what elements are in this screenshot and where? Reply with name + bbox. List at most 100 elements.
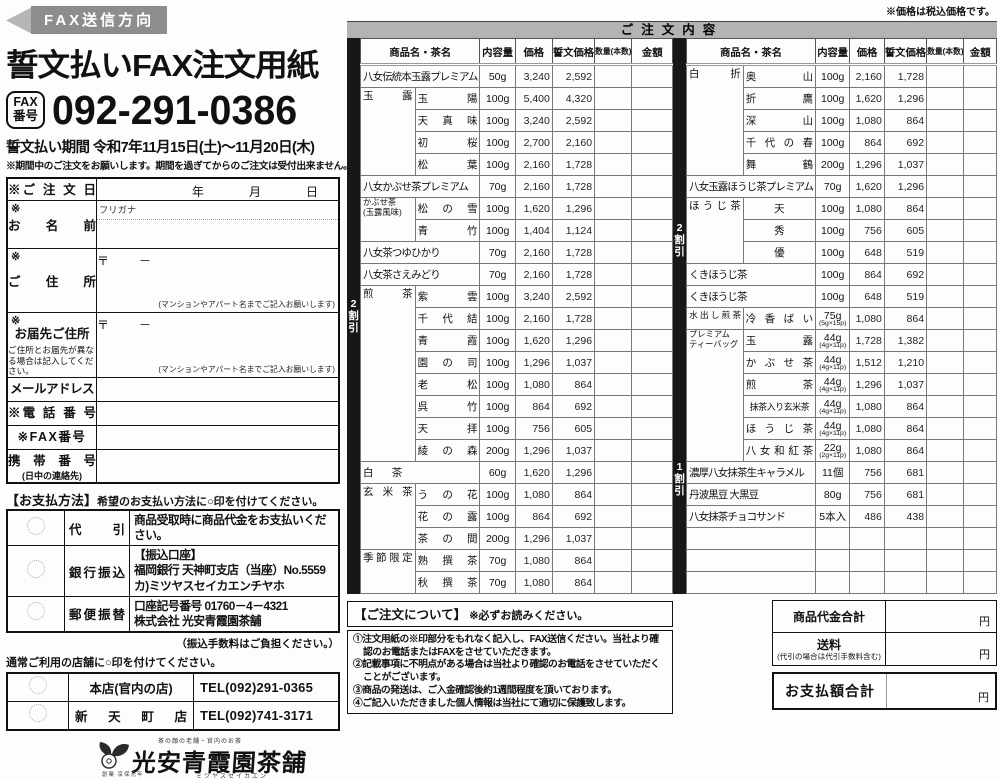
amount-input-cell[interactable] — [631, 87, 673, 110]
phone-field[interactable] — [96, 401, 340, 427]
quantity-input-cell[interactable] — [594, 549, 633, 572]
order-date-field[interactable]: 年 月 日 — [96, 177, 340, 201]
quantity-input-cell[interactable] — [926, 483, 965, 506]
quantity-input-cell[interactable] — [926, 549, 965, 572]
quantity-input-cell[interactable] — [926, 219, 965, 242]
quantity-input-cell[interactable] — [594, 197, 633, 220]
amount-input-cell[interactable] — [963, 87, 997, 110]
quantity-input-cell[interactable] — [926, 329, 965, 352]
amount-input-cell[interactable] — [963, 307, 997, 330]
amount-input-cell[interactable] — [963, 373, 997, 396]
amount-input-cell[interactable] — [963, 395, 997, 418]
quantity-input-cell[interactable] — [594, 373, 633, 396]
store-main-circle[interactable] — [6, 672, 69, 702]
quantity-input-cell[interactable] — [926, 461, 965, 484]
quantity-input-cell[interactable] — [594, 219, 633, 242]
amount-input-cell[interactable] — [631, 307, 673, 330]
amount-input-cell[interactable] — [631, 219, 673, 242]
name-field[interactable]: フリガナ — [96, 200, 340, 249]
delivery-field[interactable]: 〒 － (マンションやアパート名までご記入お願いします) — [96, 311, 340, 379]
amount-input-cell[interactable] — [631, 175, 673, 198]
fax-field[interactable] — [96, 425, 340, 451]
amount-input-cell[interactable] — [631, 461, 673, 484]
amount-input-cell[interactable] — [631, 483, 673, 506]
email-field[interactable] — [96, 377, 340, 403]
quantity-input-cell[interactable] — [594, 351, 633, 374]
amount-input-cell[interactable] — [963, 571, 997, 594]
quantity-input-cell[interactable] — [594, 527, 633, 550]
quantity-input-cell[interactable] — [926, 131, 965, 154]
amount-input-cell[interactable] — [963, 285, 997, 308]
quantity-input-cell[interactable] — [926, 527, 965, 550]
amount-input-cell[interactable] — [963, 241, 997, 264]
amount-input-cell[interactable] — [963, 505, 997, 528]
grand-total-value-cell[interactable]: 円 — [886, 674, 995, 708]
quantity-input-cell[interactable] — [926, 64, 965, 88]
amount-input-cell[interactable] — [963, 197, 997, 220]
product-name[interactable] — [685, 527, 817, 550]
amount-input-cell[interactable] — [631, 241, 673, 264]
quantity-input-cell[interactable] — [594, 263, 633, 286]
quantity-input-cell[interactable] — [594, 461, 633, 484]
amount-input-cell[interactable] — [963, 219, 997, 242]
quantity-input-cell[interactable] — [926, 439, 965, 462]
amount-input-cell[interactable] — [631, 351, 673, 374]
quantity-input-cell[interactable] — [594, 571, 633, 594]
quantity-input-cell[interactable] — [594, 329, 633, 352]
address-field[interactable]: 〒 － (マンションやアパート名までご記入お願いします) — [96, 248, 340, 313]
quantity-input-cell[interactable] — [926, 153, 965, 176]
amount-input-cell[interactable] — [963, 549, 997, 572]
amount-input-cell[interactable] — [631, 263, 673, 286]
amount-input-cell[interactable] — [631, 505, 673, 528]
quantity-input-cell[interactable] — [926, 263, 965, 286]
amount-input-cell[interactable] — [631, 439, 673, 462]
quantity-input-cell[interactable] — [594, 483, 633, 506]
amount-input-cell[interactable] — [963, 131, 997, 154]
quantity-input-cell[interactable] — [594, 417, 633, 440]
quantity-input-cell[interactable] — [926, 175, 965, 198]
amount-input-cell[interactable] — [631, 395, 673, 418]
quantity-input-cell[interactable] — [594, 87, 633, 110]
store-shintencho-circle[interactable] — [6, 700, 69, 731]
product-name[interactable] — [685, 549, 817, 572]
amount-input-cell[interactable] — [631, 109, 673, 132]
amount-input-cell[interactable] — [963, 153, 997, 176]
amount-input-cell[interactable] — [631, 373, 673, 396]
amount-input-cell[interactable] — [963, 461, 997, 484]
quantity-input-cell[interactable] — [926, 241, 965, 264]
shipping-value-cell[interactable]: 円 — [885, 632, 997, 666]
quantity-input-cell[interactable] — [926, 417, 965, 440]
amount-input-cell[interactable] — [963, 109, 997, 132]
amount-input-cell[interactable] — [631, 64, 673, 88]
quantity-input-cell[interactable] — [926, 571, 965, 594]
quantity-input-cell[interactable] — [926, 109, 965, 132]
quantity-input-cell[interactable] — [926, 395, 965, 418]
amount-input-cell[interactable] — [631, 329, 673, 352]
payment-cod-circle[interactable] — [6, 509, 65, 547]
amount-input-cell[interactable] — [631, 153, 673, 176]
amount-input-cell[interactable] — [963, 527, 997, 550]
amount-input-cell[interactable] — [631, 197, 673, 220]
quantity-input-cell[interactable] — [926, 505, 965, 528]
subtotal-value-cell[interactable]: 円 — [885, 600, 997, 633]
amount-input-cell[interactable] — [963, 417, 997, 440]
mobile-field[interactable] — [96, 449, 340, 484]
amount-input-cell[interactable] — [631, 527, 673, 550]
quantity-input-cell[interactable] — [594, 395, 633, 418]
quantity-input-cell[interactable] — [594, 285, 633, 308]
quantity-input-cell[interactable] — [594, 439, 633, 462]
amount-input-cell[interactable] — [963, 263, 997, 286]
product-name[interactable] — [685, 571, 817, 594]
amount-input-cell[interactable] — [631, 285, 673, 308]
quantity-input-cell[interactable] — [594, 241, 633, 264]
quantity-input-cell[interactable] — [594, 131, 633, 154]
quantity-input-cell[interactable] — [594, 175, 633, 198]
quantity-input-cell[interactable] — [594, 307, 633, 330]
quantity-input-cell[interactable] — [594, 505, 633, 528]
quantity-input-cell[interactable] — [594, 64, 633, 88]
amount-input-cell[interactable] — [631, 571, 673, 594]
payment-bank-circle[interactable] — [6, 545, 65, 597]
amount-input-cell[interactable] — [963, 175, 997, 198]
quantity-input-cell[interactable] — [926, 351, 965, 374]
amount-input-cell[interactable] — [963, 439, 997, 462]
